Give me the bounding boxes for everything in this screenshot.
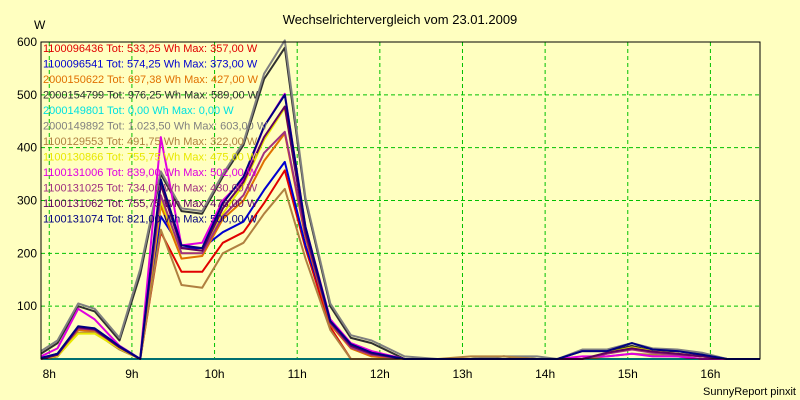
- x-tick-label: 10h: [205, 367, 225, 381]
- footer-credit: SunnyReport pinxit: [703, 386, 796, 398]
- legend-entry-1100131025: 1100131025 Tot: 734,00 Wh Max: 430,00 W: [43, 183, 258, 195]
- chart-title: Wechselrichtervergleich vom 23.01.2009: [283, 12, 518, 27]
- y-tick-label: 100: [17, 299, 37, 313]
- x-tick-label: 14h: [535, 367, 555, 381]
- x-tick-label: 13h: [452, 367, 472, 381]
- legend-entry-1100129553: 1100129553 Tot: 491,75 Wh Max: 322,00 W: [43, 136, 258, 148]
- legend-entry-1100096541: 1100096541 Tot: 574,25 Wh Max: 373,00 W: [43, 59, 258, 71]
- y-tick-label: 300: [17, 194, 37, 208]
- x-tick-label: 12h: [370, 367, 390, 381]
- legend-entry-1100131074: 1100131074 Tot: 821,00 Wh Max: 500,00 W: [43, 214, 258, 226]
- legend-entry-1100131006: 1100131006 Tot: 839,00 Wh Max: 502,00 W: [43, 167, 258, 179]
- legend-entry-2000154799: 2000154799 Tot: 976,25 Wh Max: 589,00 W: [43, 90, 259, 102]
- legend-entry-1100131062: 1100131062 Tot: 755,75 Wh Max: 478,00 W: [43, 198, 258, 210]
- y-ticks: 100 200 300 400 500 600: [17, 35, 37, 313]
- x-tick-label: 11h: [288, 367, 307, 381]
- plot-frame: [40, 41, 761, 360]
- x-tick-label: 8h: [43, 367, 56, 381]
- legend-entry-1100096436: 1100096436 Tot: 533,25 Wh Max: 357,00 W: [43, 43, 258, 55]
- y-tick-label: 200: [17, 246, 37, 260]
- y-tick-label: 600: [17, 35, 37, 49]
- x-ticks: 8h 9h 10h 11h 12h 13h 14h 15h 16h: [43, 367, 721, 381]
- y-axis-label: W: [34, 18, 46, 32]
- series-line-2000154799: [40, 46, 760, 360]
- legend-entry-2000149801: 2000149801 Tot: 0,00 Wh Max: 0,00 W: [43, 105, 234, 117]
- x-tick-label: 9h: [125, 367, 138, 381]
- legend-entry-2000149892: 2000149892 Tot: 1.023,50 Wh Max: 603,00 …: [43, 121, 268, 133]
- y-tick-label: 400: [17, 141, 37, 155]
- legend: 1100096436 Tot: 533,25 Wh Max: 357,00 W 1…: [43, 43, 268, 226]
- x-tick-label: 15h: [618, 367, 638, 381]
- x-tick-label: 16h: [700, 367, 720, 381]
- y-tick-label: 500: [17, 88, 37, 102]
- legend-entry-2000150622: 2000150622 Tot: 697,38 Wh Max: 427,00 W: [43, 74, 259, 86]
- legend-entry-1100130866: 1100130866 Tot: 755,75 Wh Max: 475,00 W: [43, 152, 258, 164]
